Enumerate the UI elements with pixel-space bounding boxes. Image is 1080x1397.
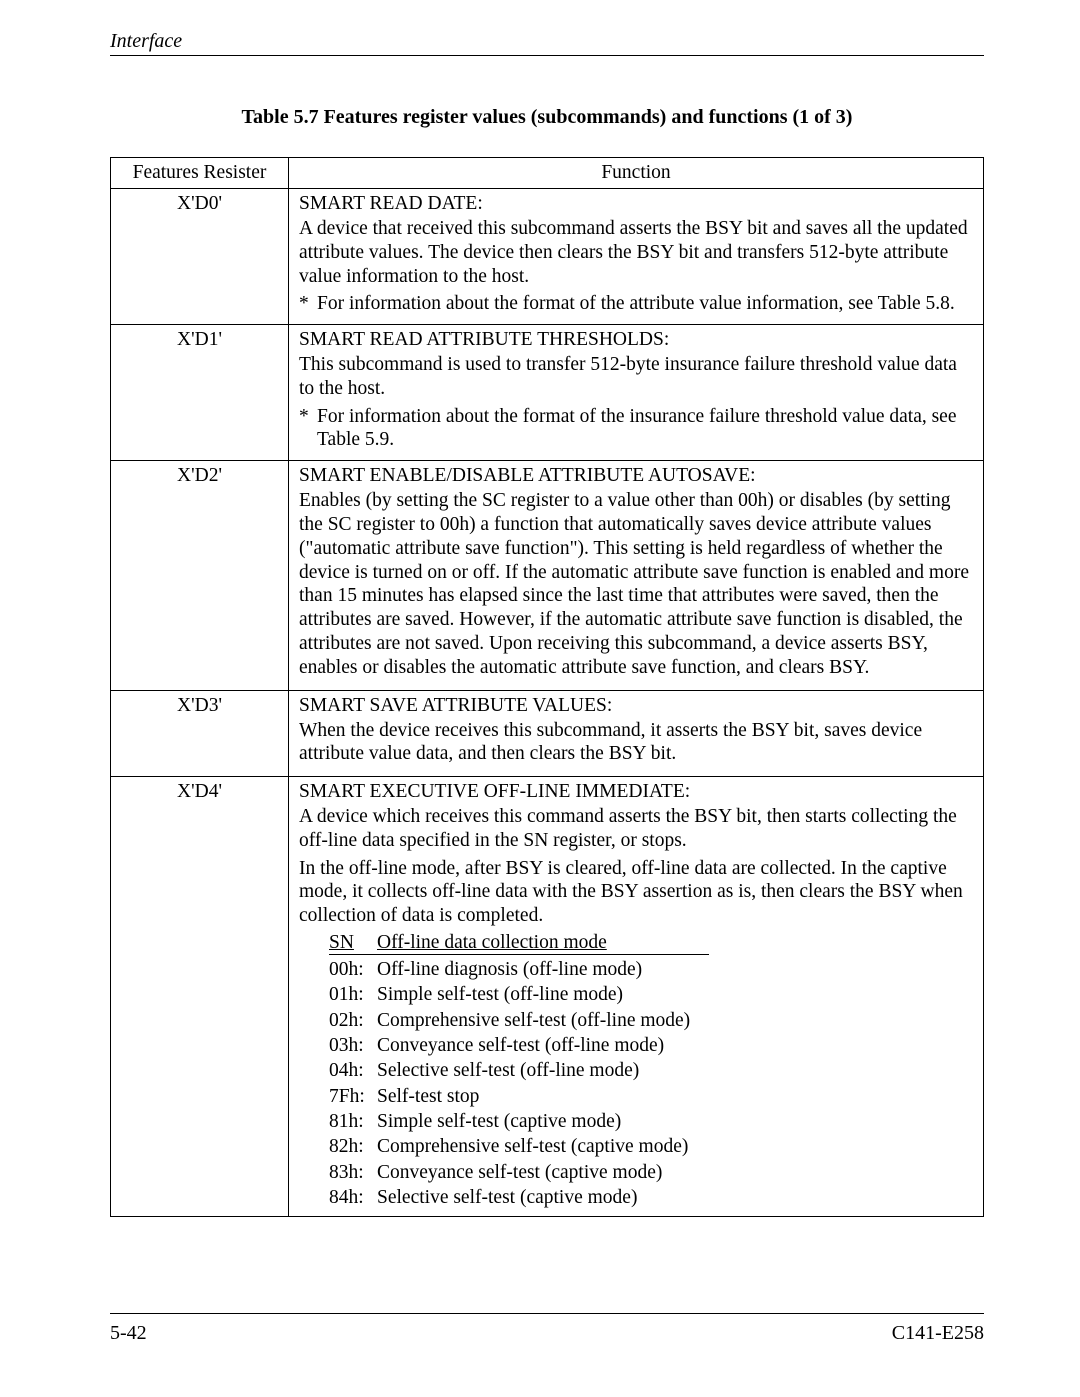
sn-c1: 7Fh: [329,1084,377,1109]
sn-c2: Conveyance self-test (off-line mode) [377,1033,664,1058]
bullet-marker: * [299,405,317,453]
sn-c2: Self-test stop [377,1084,479,1109]
func-title: SMART READ DATE: [299,193,973,215]
cell-function: SMART READ DATE: A device that received … [289,189,984,325]
table-header-row: Features Resister Function [111,158,984,189]
func-para: This subcommand is used to transfer 512-… [299,353,973,401]
table-row: X'D1' SMART READ ATTRIBUTE THRESHOLDS: T… [111,325,984,461]
sn-block: SN Off-line data collection mode 00h:Off… [329,932,973,1210]
sn-row: 83h:Conveyance self-test (captive mode) [329,1160,973,1185]
cell-register: X'D3' [111,690,289,777]
func-para: Enables (by setting the SC register to a… [299,489,973,679]
sn-c1: 81h: [329,1109,377,1134]
cell-function: SMART SAVE ATTRIBUTE VALUES: When the de… [289,690,984,777]
sn-c1: 01h: [329,982,377,1007]
func-para: When the device receives this subcommand… [299,719,973,767]
sn-c2: Off-line diagnosis (off-line mode) [377,957,642,982]
sn-c2: Comprehensive self-test (off-line mode) [377,1008,690,1033]
col-header-function: Function [289,158,984,189]
sn-c1: 82h: [329,1134,377,1159]
page-header: Interface [110,30,984,56]
sn-row: 02h:Comprehensive self-test (off-line mo… [329,1008,973,1033]
bullet-text: For information about the format of the … [317,292,973,316]
footer-doc-id: C141-E258 [892,1322,984,1345]
table-title: Table 5.7 Features register values (subc… [110,106,984,129]
sn-c1: 83h: [329,1160,377,1185]
sn-row: 7Fh:Self-test stop [329,1084,973,1109]
sn-header-c1: SN [329,932,377,954]
func-para: A device which receives this command ass… [299,805,973,853]
sn-c1: 00h: [329,957,377,982]
sn-header-c2: Off-line data collection mode [377,932,607,954]
cell-function: SMART EXECUTIVE OFF-LINE IMMEDIATE: A de… [289,777,984,1217]
sn-c2: Conveyance self-test (captive mode) [377,1160,662,1185]
header-section: Interface [110,30,182,52]
func-title: SMART READ ATTRIBUTE THRESHOLDS: [299,329,973,351]
func-bullet: * For information about the format of th… [299,405,973,453]
sn-c2: Selective self-test (captive mode) [377,1185,637,1210]
sn-row: 00h:Off-line diagnosis (off-line mode) [329,957,973,982]
table-row: X'D3' SMART SAVE ATTRIBUTE VALUES: When … [111,690,984,777]
table-row: X'D2' SMART ENABLE/DISABLE ATTRIBUTE AUT… [111,461,984,690]
sn-row: 81h:Simple self-test (captive mode) [329,1109,973,1134]
func-title: SMART SAVE ATTRIBUTE VALUES: [299,695,973,717]
sn-c1: 84h: [329,1185,377,1210]
func-para: A device that received this subcommand a… [299,217,973,288]
sn-c1: 03h: [329,1033,377,1058]
page-footer: 5-42 C141-E258 [110,1313,984,1345]
sn-c2: Comprehensive self-test (captive mode) [377,1134,688,1159]
cell-register: X'D4' [111,777,289,1217]
cell-register: X'D2' [111,461,289,690]
func-bullet: * For information about the format of th… [299,292,973,316]
table-row: X'D0' SMART READ DATE: A device that rec… [111,189,984,325]
sn-c2: Simple self-test (captive mode) [377,1109,621,1134]
sn-header: SN Off-line data collection mode [329,932,709,955]
cell-register: X'D0' [111,189,289,325]
col-header-features: Features Resister [111,158,289,189]
sn-row: 84h:Selective self-test (captive mode) [329,1185,973,1210]
sn-c1: 04h: [329,1058,377,1083]
func-title: SMART ENABLE/DISABLE ATTRIBUTE AUTOSAVE: [299,465,973,487]
sn-row: 82h:Comprehensive self-test (captive mod… [329,1134,973,1159]
cell-function: SMART READ ATTRIBUTE THRESHOLDS: This su… [289,325,984,461]
func-para: In the off-line mode, after BSY is clear… [299,857,973,928]
sn-row: 03h:Conveyance self-test (off-line mode) [329,1033,973,1058]
sn-c2: Selective self-test (off-line mode) [377,1058,639,1083]
cell-function: SMART ENABLE/DISABLE ATTRIBUTE AUTOSAVE:… [289,461,984,690]
page: Interface Table 5.7 Features register va… [0,0,1080,1397]
sn-row: 04h:Selective self-test (off-line mode) [329,1058,973,1083]
table-row: X'D4' SMART EXECUTIVE OFF-LINE IMMEDIATE… [111,777,984,1217]
bullet-marker: * [299,292,317,316]
sn-c1: 02h: [329,1008,377,1033]
footer-page-number: 5-42 [110,1322,147,1345]
cell-register: X'D1' [111,325,289,461]
func-title: SMART EXECUTIVE OFF-LINE IMMEDIATE: [299,781,973,803]
features-table: Features Resister Function X'D0' SMART R… [110,157,984,1217]
sn-row: 01h:Simple self-test (off-line mode) [329,982,973,1007]
bullet-text: For information about the format of the … [317,405,973,453]
sn-c2: Simple self-test (off-line mode) [377,982,623,1007]
